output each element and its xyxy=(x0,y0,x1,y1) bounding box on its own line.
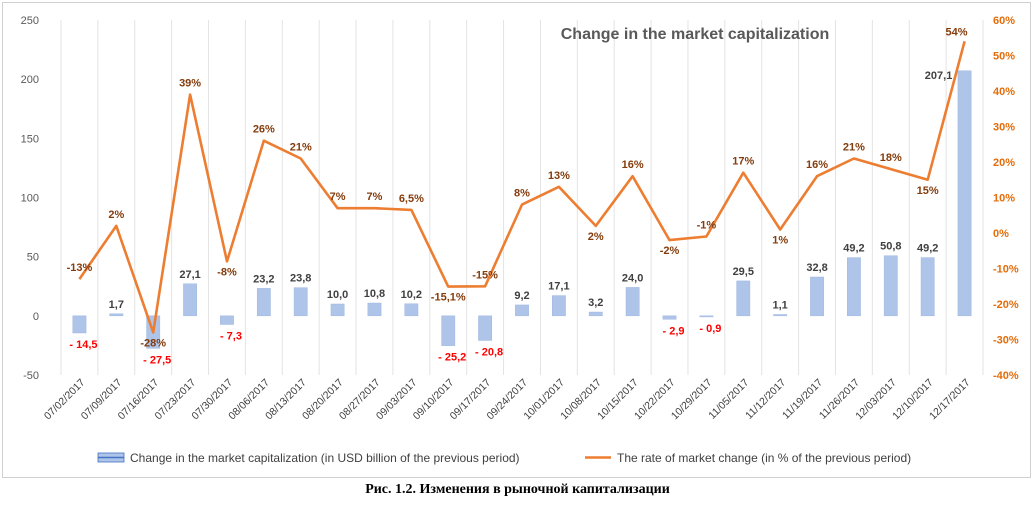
y-left-tick-label: 200 xyxy=(21,74,39,86)
y-left-tick-label: 250 xyxy=(21,15,39,27)
y-right-tick-label: 10% xyxy=(993,193,1015,205)
bar-data-label: 9,2 xyxy=(514,290,529,302)
chart-title: Change in the market capitalization xyxy=(561,26,830,43)
rate-data-label: 6,5% xyxy=(399,193,424,205)
bar-data-label: 1,7 xyxy=(109,299,124,311)
bar-data-label: - 2,9 xyxy=(663,325,685,337)
bar xyxy=(109,313,124,317)
bar-data-label: 10,2 xyxy=(401,289,422,301)
y-right-tick-label: 0% xyxy=(993,228,1009,240)
bar-data-label: 24,0 xyxy=(622,272,643,284)
bar-data-label: 32,8 xyxy=(806,262,827,274)
bar xyxy=(551,295,566,317)
rate-data-label: -2% xyxy=(660,245,680,257)
y-right-tick-label: -10% xyxy=(993,264,1019,276)
bar xyxy=(810,276,824,317)
rate-data-label: 26% xyxy=(253,124,275,136)
y-right-tick-label: 60% xyxy=(993,15,1015,27)
bar xyxy=(72,315,87,334)
bar xyxy=(920,257,935,317)
bar-data-label: 1,1 xyxy=(773,300,788,312)
rate-data-label: 15% xyxy=(917,185,939,197)
bar-data-label: 207,1 xyxy=(925,70,953,82)
bar-data-label: - 20,8 xyxy=(475,346,503,358)
bar-data-label: 49,2 xyxy=(843,243,864,255)
bar xyxy=(478,315,493,341)
bar-data-label: 3,2 xyxy=(588,297,603,309)
y-left-tick-label: 0 xyxy=(33,311,39,323)
bar-data-label: 23,2 xyxy=(253,273,274,285)
bar-data-label: 23,8 xyxy=(290,273,311,285)
bar xyxy=(625,287,640,317)
bar xyxy=(220,315,234,325)
bar xyxy=(183,283,197,317)
rate-line xyxy=(78,40,966,334)
rate-data-label: 21% xyxy=(843,141,865,153)
rate-data-label: -13% xyxy=(67,262,93,274)
y-left-tick-label: 150 xyxy=(21,133,39,145)
bar-data-label: - 7,3 xyxy=(220,330,242,342)
bar xyxy=(588,311,603,317)
rate-data-label: -28% xyxy=(140,337,166,349)
y-left-tick-label: 50 xyxy=(27,252,39,264)
rate-data-label: -15% xyxy=(472,269,498,281)
rate-data-label: 1% xyxy=(772,234,788,246)
rate-data-label: -1% xyxy=(697,220,717,232)
bar xyxy=(367,302,382,317)
rate-data-label: 13% xyxy=(548,170,570,182)
rate-data-label: 17% xyxy=(732,156,754,168)
bar xyxy=(883,255,898,317)
rate-data-label: 2% xyxy=(108,209,124,221)
bar xyxy=(330,303,345,317)
rate-data-label: 8% xyxy=(514,188,530,200)
bar-data-label: - 14,5 xyxy=(69,339,97,351)
bar-data-label: - 27,5 xyxy=(143,354,171,366)
rate-data-label: 16% xyxy=(806,159,828,171)
bar xyxy=(441,315,456,346)
bar xyxy=(256,288,271,317)
y-left-tick-label: 100 xyxy=(21,193,39,205)
rate-data-label: 39% xyxy=(179,78,201,90)
bar-data-label: 10,0 xyxy=(327,289,348,301)
bar-data-label: - 25,2 xyxy=(438,352,466,364)
legend-bar-label: Change in the market capitalization (in … xyxy=(130,451,520,465)
bar xyxy=(736,280,751,317)
figure-caption: Рис. 1.2. Изменения в рыночной капитализ… xyxy=(365,482,670,497)
bar-data-label: 17,1 xyxy=(548,281,569,293)
bar-data-label: 49,2 xyxy=(917,243,938,255)
bar-data-label: 10,8 xyxy=(364,288,385,300)
bar-data-label: 27,1 xyxy=(179,269,200,281)
rate-data-label: 7% xyxy=(330,191,346,203)
y-right-tick-label: -20% xyxy=(993,299,1019,311)
bar xyxy=(773,314,788,317)
y-right-tick-label: 50% xyxy=(993,51,1015,63)
rate-data-label: -8% xyxy=(217,266,237,278)
bar xyxy=(662,315,677,320)
rate-data-label: 18% xyxy=(880,152,902,164)
bar-data-label: 29,5 xyxy=(733,266,754,278)
rate-data-label: 21% xyxy=(290,141,312,153)
bar-data-label: - 0,9 xyxy=(699,323,721,335)
bar xyxy=(515,304,529,317)
y-right-tick-label: 30% xyxy=(993,122,1015,134)
y-left-tick-label: -50 xyxy=(23,370,39,382)
rate-data-label: 7% xyxy=(367,191,383,203)
rate-data-label: -15,1% xyxy=(431,292,466,304)
y-right-tick-label: -40% xyxy=(993,370,1019,382)
bar-data-label: 50,8 xyxy=(880,241,901,253)
bar xyxy=(699,315,714,318)
y-right-tick-label: 40% xyxy=(993,86,1015,98)
bar xyxy=(293,287,308,317)
legend-line-label: The rate of market change (in % of the p… xyxy=(617,451,911,465)
chart-frame: -50 0 50 100 150 200 250 -40% -30% -20% -10% 0% 10% 2… xyxy=(2,2,1031,478)
y-right-tick-label: -30% xyxy=(993,335,1019,347)
bar xyxy=(847,257,861,317)
bar xyxy=(404,303,419,317)
rate-data-label: 2% xyxy=(588,231,604,243)
rate-data-label: 16% xyxy=(622,159,644,171)
y-right-tick-label: 20% xyxy=(993,157,1015,169)
rate-data-label: 54% xyxy=(946,26,968,38)
bar xyxy=(957,70,972,317)
market-cap-chart: -50 0 50 100 150 200 250 -40% -30% -20% -10% 0% 10% 2… xyxy=(21,15,1019,465)
